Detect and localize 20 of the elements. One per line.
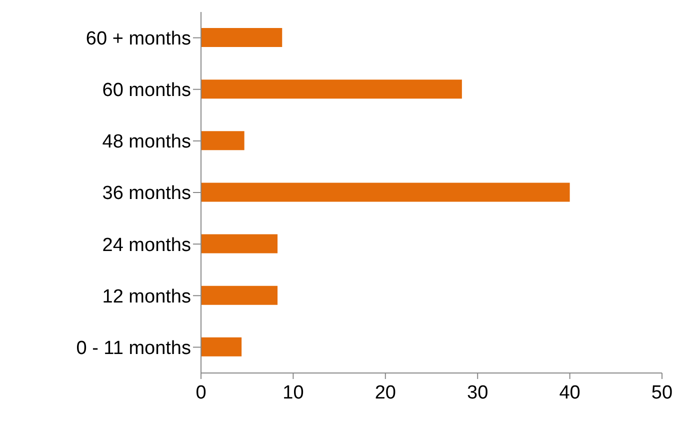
x-tick-label: 20 — [374, 382, 396, 404]
y-tick-label: 60 + months — [86, 28, 191, 50]
x-tick-label: 50 — [651, 382, 673, 404]
bar — [201, 131, 244, 150]
x-tick-label: 0 — [196, 382, 206, 404]
bar — [201, 337, 242, 356]
bar — [201, 234, 278, 254]
y-tick-label: 48 months — [102, 132, 191, 153]
bar — [201, 80, 462, 99]
bar — [201, 182, 570, 202]
y-tick-label: 60 months — [102, 80, 191, 102]
x-tick-label: 30 — [467, 382, 488, 404]
x-tick-label: 40 — [559, 382, 580, 404]
y-tick-label: 0 - 11 months — [76, 338, 191, 359]
x-tick-label: 10 — [282, 382, 304, 404]
bar — [201, 28, 282, 47]
y-tick-label: 24 months — [102, 234, 191, 256]
bar — [201, 286, 278, 305]
y-tick-label: 36 months — [102, 183, 191, 204]
y-tick-label: 12 months — [102, 286, 191, 308]
